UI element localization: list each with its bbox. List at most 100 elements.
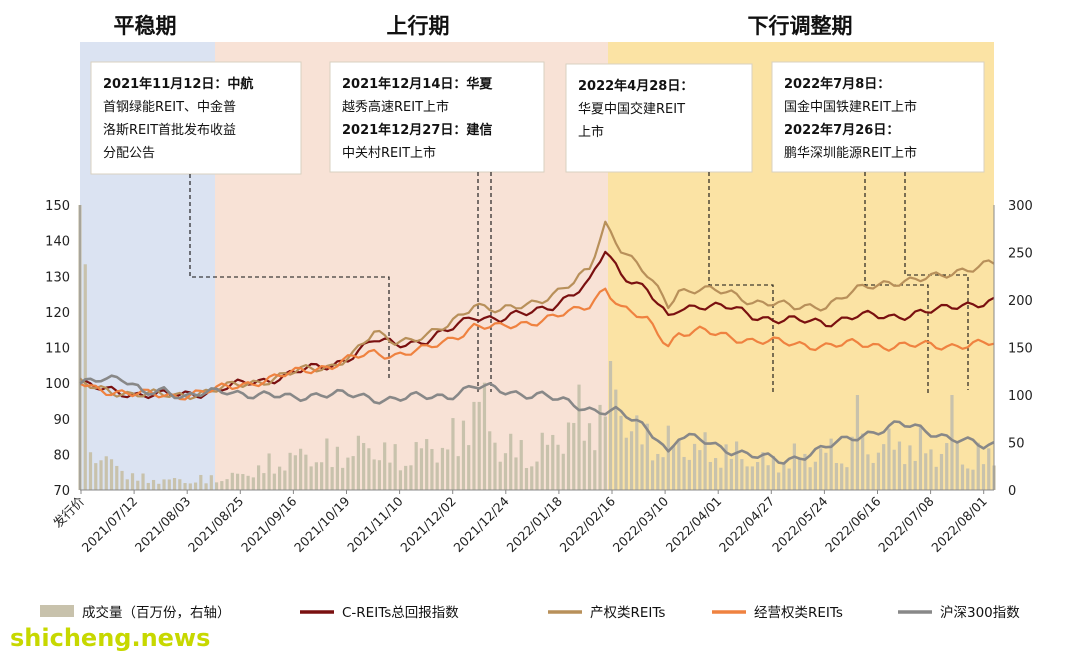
volume-bar bbox=[745, 466, 749, 490]
volume-bar bbox=[351, 456, 355, 490]
volume-bar bbox=[398, 470, 403, 490]
volume-bar bbox=[756, 462, 760, 490]
volume-bar bbox=[99, 460, 103, 490]
volume-bar bbox=[624, 437, 628, 490]
volume-bar bbox=[188, 483, 192, 490]
y-right-tick-label: 200 bbox=[1008, 294, 1033, 309]
y-right-tick-label: 0 bbox=[1008, 484, 1016, 499]
annotation-leader-lines bbox=[189, 172, 969, 395]
volume-bar bbox=[288, 452, 292, 490]
y-left-tick-label: 80 bbox=[53, 448, 70, 463]
volume-bar bbox=[924, 453, 928, 490]
volume-bar bbox=[220, 481, 224, 490]
volume-bar bbox=[235, 473, 240, 490]
x-tick-label: 2021/11/10 bbox=[344, 493, 406, 555]
volume-bar bbox=[577, 384, 581, 490]
volume-bar bbox=[304, 454, 308, 490]
volume-bar bbox=[146, 482, 150, 490]
volume-bar bbox=[713, 458, 718, 490]
volume-bar bbox=[267, 453, 271, 490]
phase-label-1: 上行期 bbox=[387, 14, 450, 38]
volume-bar bbox=[362, 442, 366, 490]
volume-bar bbox=[966, 468, 970, 490]
volume-bar bbox=[719, 467, 723, 490]
volume-bar bbox=[824, 452, 828, 490]
x-tick-label: 2022/01/18 bbox=[503, 493, 565, 555]
x-tick-label: 2022/05/24 bbox=[769, 493, 831, 555]
legend-swatch-volume bbox=[40, 605, 74, 617]
volume-bar bbox=[582, 440, 586, 490]
volume-bar bbox=[419, 448, 424, 490]
volume-bar bbox=[451, 418, 455, 490]
annotation-2-line-2: 上市 bbox=[578, 124, 604, 140]
volume-bar bbox=[456, 456, 460, 490]
y-left-tick-label: 110 bbox=[45, 342, 70, 357]
volume-bar bbox=[918, 426, 923, 490]
volume-bar bbox=[650, 460, 655, 490]
volume-bar bbox=[83, 264, 87, 490]
volume-bar bbox=[246, 475, 250, 490]
x-tick-label: 2022/06/16 bbox=[822, 493, 884, 555]
volume-bar bbox=[446, 449, 450, 490]
leader-line-0 bbox=[189, 174, 390, 380]
volume-bar bbox=[356, 435, 361, 490]
volume-bar bbox=[971, 469, 975, 490]
leader-line-3 bbox=[708, 172, 774, 395]
annotation-2-line-0: 2022年4月28日： bbox=[578, 78, 693, 94]
y-right-tick-label: 150 bbox=[1008, 342, 1033, 357]
legend-label-4: 沪深300指数 bbox=[940, 605, 1020, 621]
series-line-1 bbox=[79, 220, 995, 401]
x-tick-label: 2021/12/24 bbox=[450, 493, 512, 555]
volume-bar bbox=[104, 456, 108, 490]
annotation-3-line-0: 2022年7月8日： bbox=[784, 76, 890, 92]
volume-bar bbox=[125, 479, 129, 490]
volume-bar bbox=[566, 422, 571, 490]
volume-bar bbox=[435, 462, 439, 490]
x-tick-label: 2021/12/02 bbox=[397, 494, 459, 556]
annotation-0-line-2: 洛斯REIT首批发布收益 bbox=[103, 122, 236, 138]
volume-bar bbox=[850, 436, 854, 490]
phase-labels: 平稳期 上行期 下行调整期 bbox=[114, 14, 853, 38]
legend-label-0: 成交量（百万份，右轴） bbox=[82, 604, 231, 621]
volume-bar bbox=[335, 446, 339, 490]
volume-bar bbox=[766, 465, 770, 490]
volume-bar bbox=[866, 454, 870, 490]
volume-bar bbox=[587, 423, 592, 490]
volume-bar bbox=[178, 479, 182, 490]
volume-bar bbox=[976, 442, 980, 490]
annotation-1-line-1: 越秀高速REIT上市 bbox=[342, 99, 449, 115]
annotation-3-line-2: 2022年7月26日： bbox=[784, 122, 899, 138]
annotation-1-line-2: 2021年12月27日：建信 bbox=[342, 122, 492, 138]
volume-bar bbox=[472, 401, 476, 490]
volume-bar bbox=[482, 382, 487, 490]
y-right-tick-label: 300 bbox=[1008, 199, 1033, 214]
volume-bar bbox=[524, 468, 529, 490]
volume-bar bbox=[771, 455, 775, 490]
volume-bar bbox=[645, 423, 649, 490]
volume-bar bbox=[619, 415, 623, 490]
x-tick-label: 2021/08/03 bbox=[132, 494, 194, 556]
volume-bar bbox=[440, 447, 445, 490]
annotation-0-line-3: 分配公告 bbox=[103, 146, 155, 161]
volume-bar bbox=[729, 458, 733, 490]
volume-bar bbox=[897, 441, 902, 490]
volume-bar bbox=[703, 432, 707, 490]
annotation-1-line-3: 中关村REIT上市 bbox=[342, 145, 436, 161]
volume-bar bbox=[540, 432, 544, 490]
volume-bar bbox=[467, 445, 471, 490]
annotation-0-line-1: 首钢绿能REIT、中金普 bbox=[103, 99, 236, 115]
volume-bar bbox=[325, 438, 329, 490]
y-left-tick-label: 70 bbox=[53, 484, 70, 499]
volume-bar bbox=[183, 483, 187, 490]
volume-bar bbox=[687, 459, 691, 490]
volume-bar bbox=[829, 438, 833, 490]
volume-bar bbox=[629, 431, 634, 490]
index-lines bbox=[79, 220, 995, 465]
volume-bar bbox=[671, 445, 676, 490]
volume-bar bbox=[256, 465, 261, 490]
volume-bar bbox=[493, 442, 497, 490]
volume-bar bbox=[561, 453, 565, 490]
volume-bar bbox=[934, 466, 938, 490]
volume-bar bbox=[367, 448, 371, 490]
